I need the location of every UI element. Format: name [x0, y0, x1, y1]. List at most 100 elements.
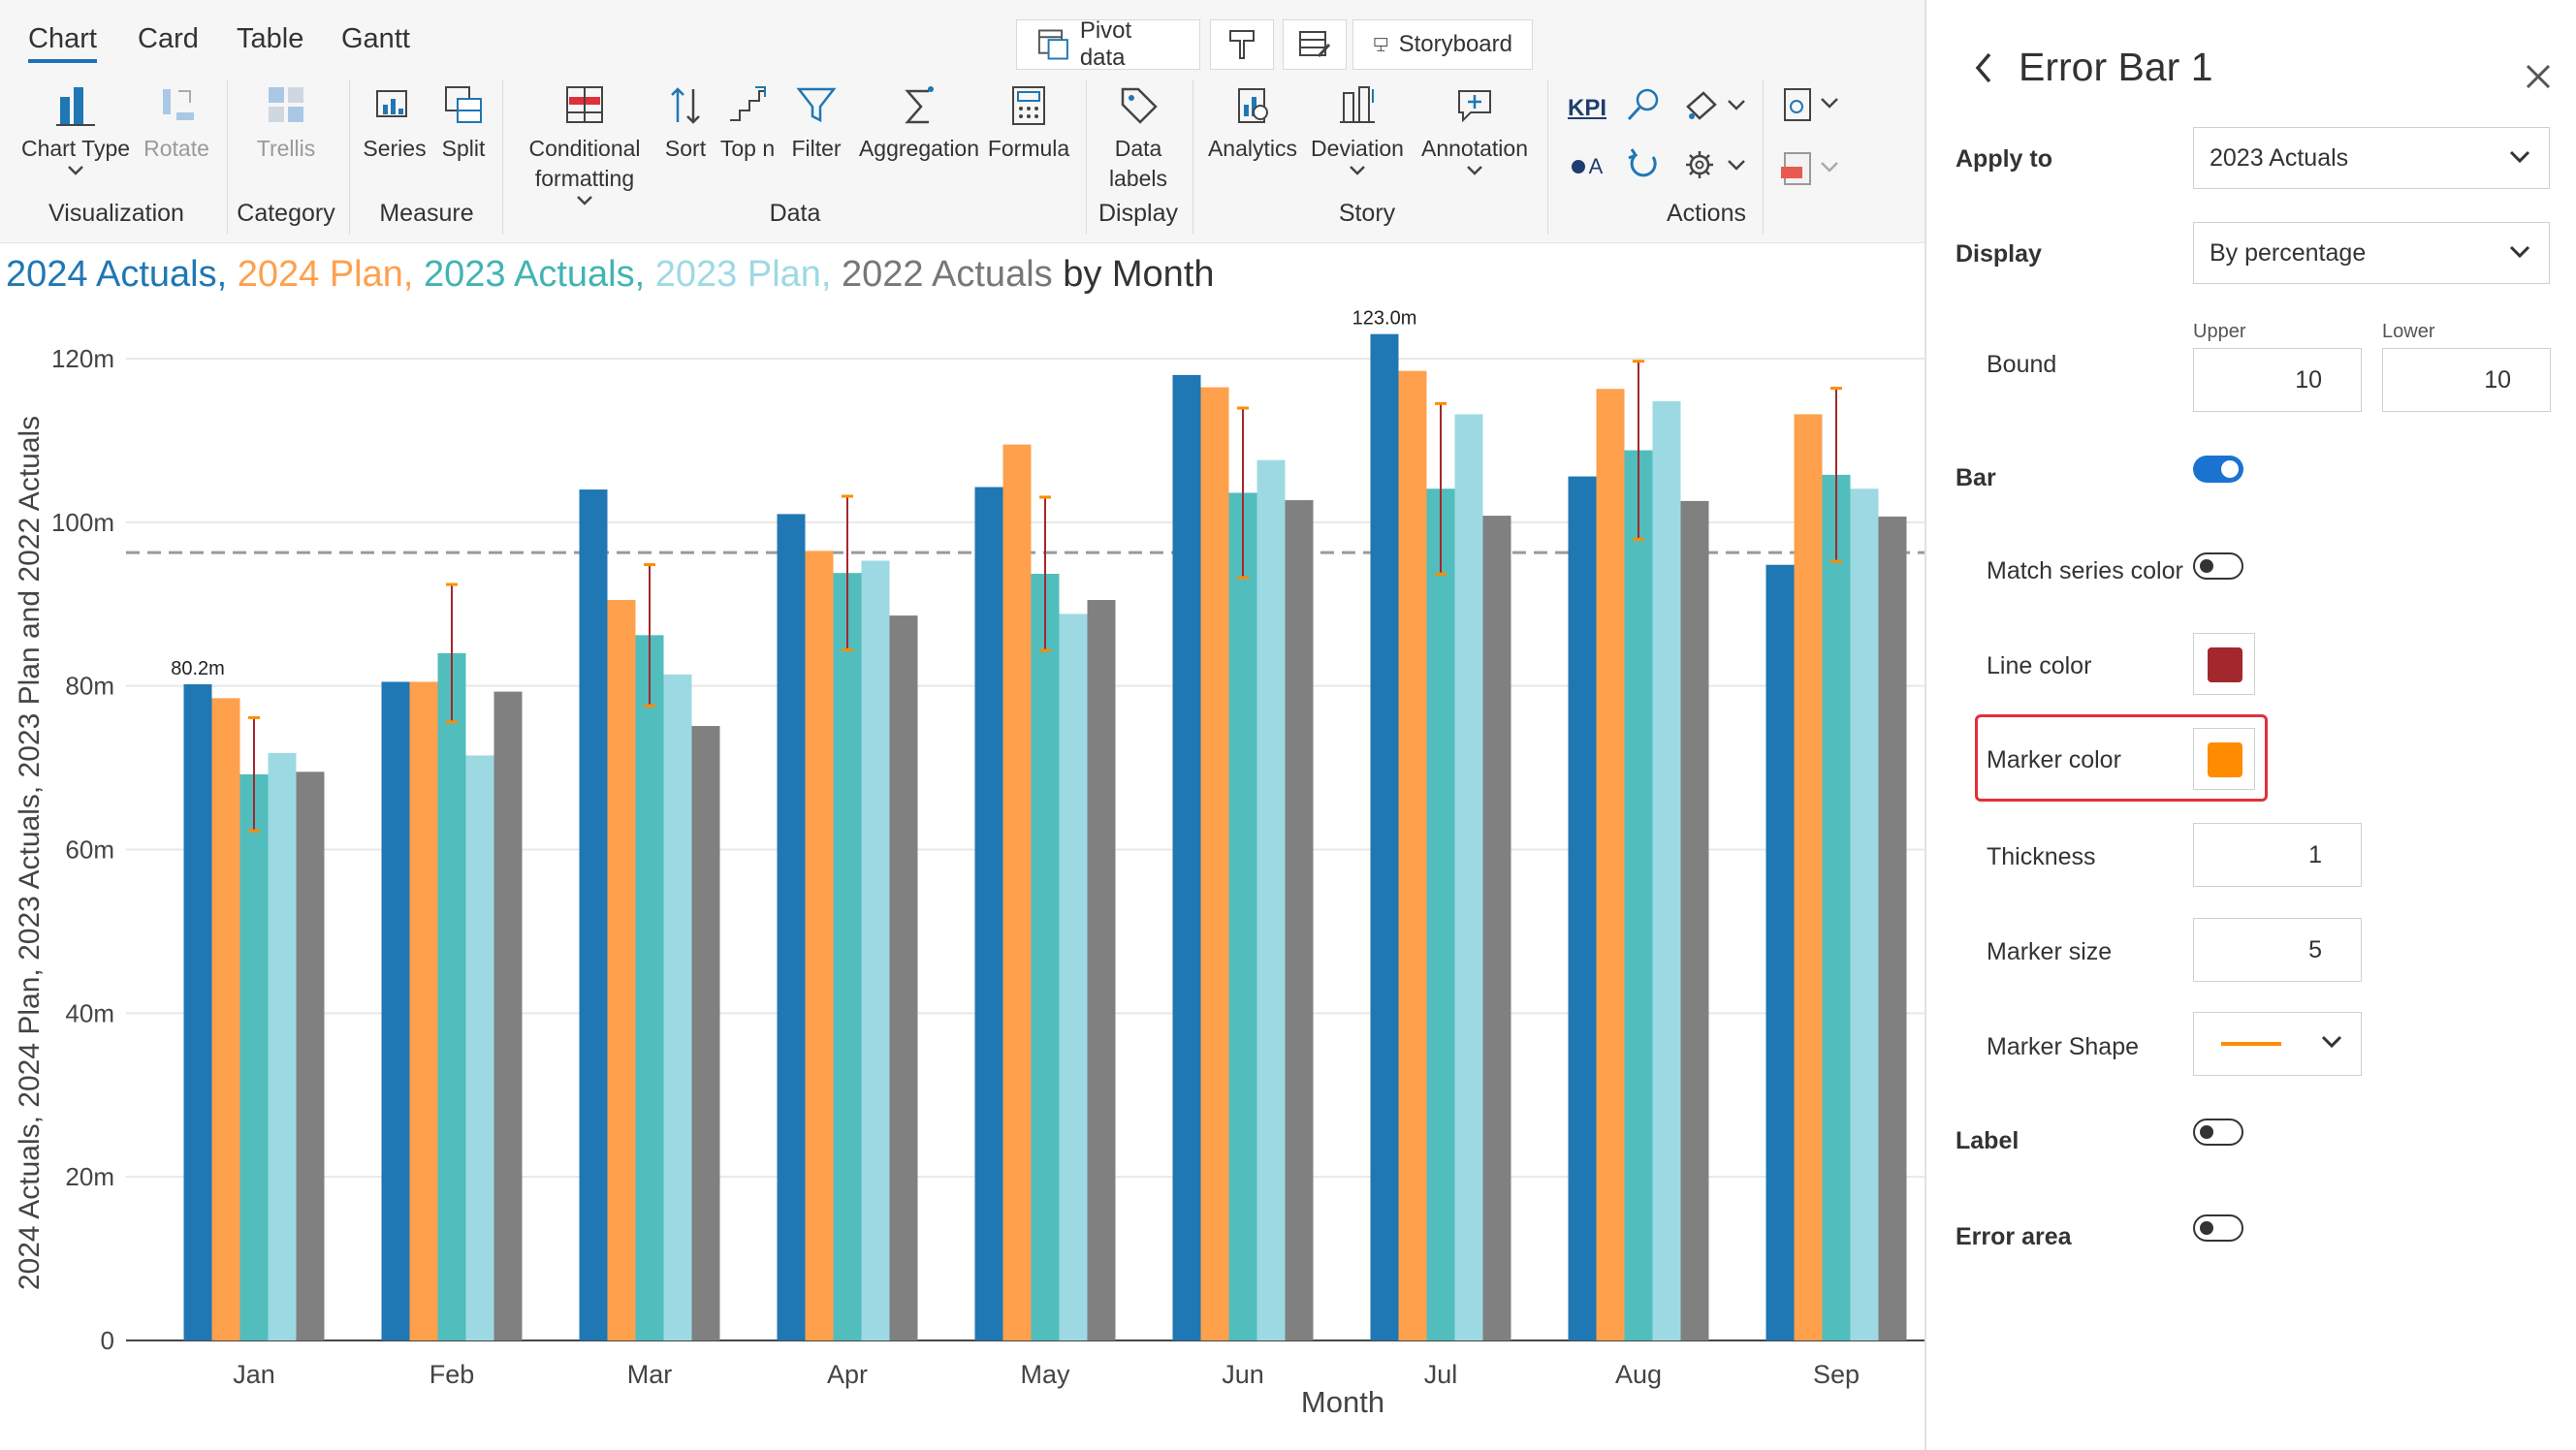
thickness-label: Thickness: [1987, 843, 2096, 870]
match-series-color-toggle[interactable]: [2193, 552, 2243, 580]
line-color-swatch: [2208, 647, 2242, 682]
data-labels-label-2: labels: [1108, 166, 1168, 191]
refresh-button[interactable]: [1619, 145, 1668, 190]
x-tick-label: Feb: [429, 1360, 475, 1389]
chart-title: 2024 Actuals, 2024 Plan, 2023 Actuals, 2…: [6, 254, 1215, 296]
formula-label: Formula: [987, 136, 1070, 161]
x-tick-label: Aug: [1615, 1360, 1662, 1389]
tab-gantt[interactable]: Gantt: [341, 23, 410, 54]
marker-color-highlight: [1975, 714, 2268, 802]
sigma-icon: [905, 86, 934, 124]
marker-shape-select[interactable]: [2193, 1012, 2362, 1076]
bar-2024-plan: [1596, 389, 1625, 1341]
format-painter-button[interactable]: [1210, 19, 1274, 70]
gear-icon: [1686, 151, 1745, 178]
y-axis-label: 2024 Actuals, 2024 Plan, 2023 Actuals, 2…: [14, 416, 46, 1290]
deviation-icon: [1340, 86, 1375, 123]
storyboard-button[interactable]: Storyboard: [1352, 19, 1533, 70]
storyboard-icon: [1374, 38, 1388, 51]
analytics-icon: [1238, 88, 1268, 123]
close-icon[interactable]: [2524, 62, 2553, 91]
analytics-button[interactable]: Analytics: [1202, 83, 1303, 164]
bar-2024-plan: [1398, 370, 1427, 1341]
export-button[interactable]: [1772, 85, 1850, 130]
chevron-down-icon: [68, 166, 83, 175]
display-value: By percentage: [2210, 238, 2367, 267]
display-select[interactable]: By percentage: [2193, 222, 2550, 284]
error-bar-settings-panel: Error Bar 1 Apply to 2023 Actuals Displa…: [1924, 0, 2576, 1450]
marker-size-input[interactable]: 5: [2193, 918, 2362, 982]
bar-2022-actuals: [493, 691, 523, 1340]
rotate-button[interactable]: Rotate: [138, 83, 215, 164]
lower-bound-input[interactable]: 10: [2382, 348, 2551, 412]
bar-2023-actuals: [1822, 474, 1851, 1340]
title-series-3: 2023 Actuals,: [424, 254, 646, 295]
group-visualization: Visualization: [48, 200, 184, 227]
error-area-toggle[interactable]: [2193, 1214, 2243, 1242]
bar-2024-plan: [607, 600, 636, 1340]
y-tick-label: 20m: [65, 1162, 114, 1191]
brush-icon: [1229, 30, 1255, 59]
bar-2023-actuals: [1624, 450, 1653, 1341]
thickness-input[interactable]: 1: [2193, 823, 2362, 887]
series-button[interactable]: Series: [361, 83, 429, 164]
x-tick-label: Sep: [1813, 1360, 1860, 1389]
label-toggle[interactable]: [2193, 1119, 2243, 1146]
search-button[interactable]: [1619, 85, 1668, 130]
y-tick-label: 100m: [51, 508, 114, 537]
chart-type-button[interactable]: Chart Type: [19, 83, 132, 183]
chevron-down-icon: [1467, 166, 1482, 175]
marker-color-picker[interactable]: [2193, 728, 2255, 790]
conditional-formatting-button[interactable]: Conditional formatting: [512, 83, 657, 213]
trellis-button[interactable]: Trellis: [242, 83, 330, 164]
data-label: 80.2m: [171, 658, 225, 679]
bar-2022-actuals: [1285, 500, 1314, 1340]
bar-toggle[interactable]: [2193, 456, 2243, 483]
aggregation-button[interactable]: Aggregation: [853, 83, 985, 164]
bar-2024-actuals: [1568, 476, 1597, 1340]
apply-to-select[interactable]: 2023 Actuals: [2193, 127, 2550, 189]
back-chevron-icon[interactable]: [1970, 50, 1997, 85]
edit-table-button[interactable]: [1283, 19, 1347, 70]
analytics-label: Analytics: [1207, 136, 1298, 161]
rotate-label: Rotate: [143, 136, 209, 161]
bar-2023-actuals: [239, 773, 269, 1340]
bar-2023-plan: [465, 755, 494, 1340]
bar-2022-actuals: [296, 772, 325, 1340]
conditional-label-2: formatting: [534, 166, 635, 191]
split-button[interactable]: Split: [434, 83, 493, 164]
group-measure: Measure: [379, 200, 474, 227]
line-color-picker[interactable]: [2193, 633, 2255, 695]
settings-button[interactable]: [1677, 147, 1755, 188]
bar-2024-actuals: [381, 681, 410, 1340]
bar-2023-actuals: [1426, 489, 1455, 1340]
panel-title: Error Bar 1: [2019, 45, 2213, 89]
pdf-export-button[interactable]: [1772, 149, 1850, 194]
annotation-label: Annotation: [1421, 136, 1528, 161]
group-category: Category: [237, 200, 335, 227]
line-color-label: Line color: [1987, 652, 2092, 679]
group-data: Data: [769, 200, 821, 227]
sort-button[interactable]: Sort: [661, 83, 710, 164]
bound-label: Bound: [1987, 351, 2057, 378]
upper-bound-input[interactable]: 10: [2193, 348, 2362, 412]
annotation-button[interactable]: Annotation: [1412, 83, 1538, 183]
x-tick-label: Jun: [1222, 1360, 1264, 1389]
tab-card[interactable]: Card: [138, 23, 199, 54]
top-n-button[interactable]: Top n: [716, 83, 779, 164]
x-axis-label: Month: [1301, 1385, 1384, 1419]
data-labels-button[interactable]: Data labels: [1094, 83, 1183, 194]
kpi-button[interactable]: KPI: [1567, 95, 1606, 121]
bar-2024-actuals: [1370, 333, 1399, 1340]
deviation-button[interactable]: Deviation: [1309, 83, 1406, 183]
x-tick-label: Jan: [233, 1360, 275, 1389]
bar-2023-plan: [1256, 459, 1286, 1341]
tab-chart[interactable]: Chart: [28, 23, 97, 63]
formula-button[interactable]: Formula: [987, 83, 1070, 164]
panel-header: Error Bar 1: [1926, 0, 2576, 136]
tab-table[interactable]: Table: [237, 23, 304, 54]
filter-button[interactable]: Filter: [787, 83, 845, 164]
paint-button[interactable]: [1677, 87, 1755, 128]
text-style-button[interactable]: A: [1563, 151, 1611, 181]
pivot-data-button[interactable]: Pivot data: [1016, 17, 1200, 71]
